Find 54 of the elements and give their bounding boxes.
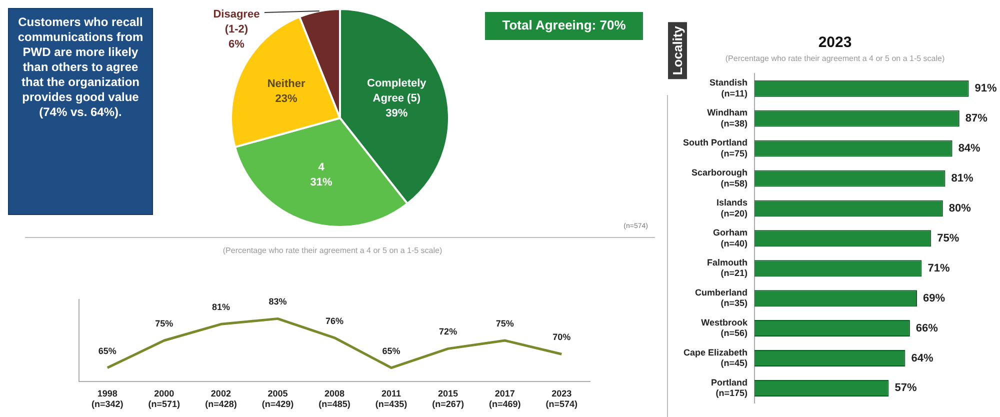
text: Customers who recall communications from PWD are more likely than others to agree that the organization provides good value (74% vs. 64%). bbox=[16, 15, 144, 120]
y-tick-label: Standish (n=11) bbox=[709, 78, 748, 98]
y-tick-label: Gorham (n=40) bbox=[712, 227, 748, 248]
y-tick-label: Cape Elizabeth (n=45) bbox=[683, 347, 748, 368]
data-label: 65% bbox=[382, 346, 400, 356]
data-label: 81% bbox=[212, 302, 230, 312]
y-tick-label: Westbrook (n=56) bbox=[701, 317, 748, 338]
data-label: 71% bbox=[928, 262, 950, 274]
y-tick-label: Windham (n=38) bbox=[707, 108, 748, 128]
x-tick-label: 1998 (n=342) bbox=[92, 388, 124, 410]
data-label: 91% bbox=[974, 82, 998, 95]
x-tick-label: 2023 (n=574) bbox=[546, 388, 578, 410]
data-label: 72% bbox=[439, 326, 458, 337]
chart-subtitle: (Percentage who rate their agreement a 4 or 5 on a 1-5 scale) bbox=[222, 246, 442, 256]
data-label: 64% bbox=[911, 352, 934, 364]
data-label: 66% bbox=[916, 322, 938, 334]
y-tick-label: Portland (n=175) bbox=[710, 377, 748, 398]
y-tick-label: Islands (n=20) bbox=[716, 198, 748, 218]
data-label: 81% bbox=[951, 172, 974, 185]
y-tick-label: Falmouth (n=21) bbox=[706, 257, 748, 278]
data-label: 6% bbox=[228, 38, 245, 50]
y-tick-label: South Portland (n=75) bbox=[682, 138, 748, 158]
x-tick-label: 2017 (n=469) bbox=[488, 388, 521, 410]
x-tick-label: 2008 (n=485) bbox=[318, 388, 350, 410]
x-tick-label: 2000 (n=571) bbox=[148, 388, 180, 410]
data-label: 65% bbox=[98, 346, 116, 356]
data-label: 69% bbox=[922, 292, 946, 304]
data-label: 70% bbox=[552, 332, 571, 342]
x-tick-label: 2015 (n=267) bbox=[432, 388, 464, 410]
slice-label: Neither bbox=[267, 78, 306, 90]
data-label: 31% bbox=[310, 176, 333, 188]
x-tick-label: 2011 (n=435) bbox=[375, 388, 408, 410]
data-label: 23% bbox=[275, 92, 298, 105]
data-label: 84% bbox=[958, 142, 981, 155]
y-tick-label: Cumberland (n=35) bbox=[694, 287, 748, 308]
x-tick-label: 2005 (n=429) bbox=[262, 388, 294, 410]
chart-title: 2023 bbox=[818, 34, 852, 52]
data-label: 75% bbox=[937, 232, 960, 244]
x-tick-label: 2002 (n=428) bbox=[205, 388, 237, 410]
data-label: 80% bbox=[948, 202, 972, 214]
data-label: 83% bbox=[268, 296, 287, 307]
data-label: 75% bbox=[155, 318, 174, 328]
data-label: 57% bbox=[894, 382, 917, 394]
data-label: 75% bbox=[496, 318, 514, 328]
data-label: 87% bbox=[965, 112, 988, 125]
text: Total Agreeing: 70% bbox=[502, 18, 626, 33]
slice-label: 4 bbox=[318, 161, 326, 174]
y-tick-label: Scarborough (n=58) bbox=[691, 168, 748, 188]
chart-subtitle: (Percentage who rate their agreement a 4 or 5 on a 1-5 scale) bbox=[725, 54, 945, 64]
slice-label: Completely Agree (5) bbox=[367, 77, 428, 104]
data-label: 39% bbox=[386, 107, 408, 120]
data-label: 76% bbox=[325, 316, 344, 326]
y-axis-title: Locality bbox=[668, 22, 687, 80]
slice-label: Disagree (1-2) bbox=[213, 8, 260, 36]
